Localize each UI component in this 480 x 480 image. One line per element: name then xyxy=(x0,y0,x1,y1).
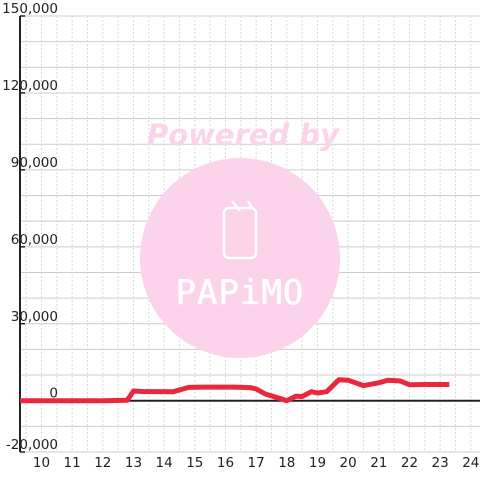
x-tick-label: 17 xyxy=(248,455,265,471)
x-tick-label: 12 xyxy=(94,455,111,471)
tick-labels: -20,000 0 30,000 60,000 90,000 120,000 150,000… xyxy=(2,1,479,471)
x-tick-label: 20 xyxy=(340,455,357,471)
x-tick-label: 16 xyxy=(217,455,234,471)
x-tick-label: 24 xyxy=(462,455,479,471)
series-line xyxy=(20,377,450,404)
x-tick-label: 11 xyxy=(64,455,81,471)
x-tick-label: 18 xyxy=(278,455,295,471)
x-tick-label: 21 xyxy=(370,455,387,471)
x-tick-label: 13 xyxy=(125,455,142,471)
x-tick-label: 23 xyxy=(432,455,449,471)
y-tick-label: 30,000 xyxy=(11,309,58,325)
y-tick-label: 0 xyxy=(49,386,58,402)
y-tick-label: 150,000 xyxy=(2,1,58,17)
x-tick-label: 22 xyxy=(401,455,418,471)
series-layer xyxy=(20,377,450,404)
y-tick-label: -20,000 xyxy=(6,437,58,453)
watermark-powered-by-text: Powered by xyxy=(147,118,340,152)
watermark-brand-text: PAPiMO xyxy=(176,273,305,313)
x-tick-label: 19 xyxy=(309,455,326,471)
powered-by-watermark: Powered by PAPiMO xyxy=(140,118,340,358)
phone-icon xyxy=(222,200,258,260)
x-tick-label: 15 xyxy=(186,455,203,471)
x-tick-label: 14 xyxy=(156,455,173,471)
y-tick-label: 60,000 xyxy=(11,232,58,248)
x-tick-label: 10 xyxy=(33,455,50,471)
y-tick-label: 120,000 xyxy=(2,78,58,94)
y-tick-label: 90,000 xyxy=(11,155,58,171)
